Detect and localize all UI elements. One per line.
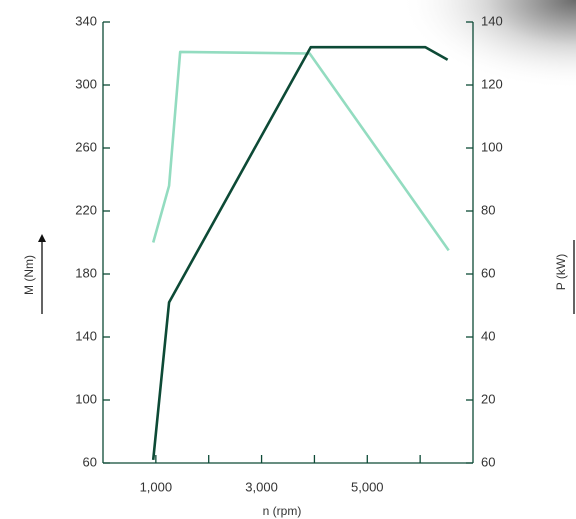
y-tick-label: 100 [75, 391, 97, 406]
y-tick-label: 140 [75, 328, 97, 343]
y2-tick-label: 60 [481, 265, 495, 280]
x-tick-label: 1,000 [140, 479, 173, 494]
y-axis-label: M (Nm) [22, 255, 36, 295]
series-line [151, 50, 450, 252]
y-tick-label: 340 [75, 13, 97, 28]
y2-tick-label: 60 [481, 454, 495, 469]
y-axis-arrowhead [38, 234, 46, 242]
y2-tick-label: 100 [481, 139, 503, 154]
series-line [151, 45, 449, 460]
y-tick-label: 260 [75, 139, 97, 154]
y-tick-label: 60 [83, 454, 97, 469]
y-tick-label: 180 [75, 265, 97, 280]
y2-tick-label: 120 [481, 76, 503, 91]
y2-axis-label: P (kW) [554, 254, 568, 290]
y2-tick-label: 40 [481, 328, 495, 343]
y2-tick-label: 140 [481, 13, 503, 28]
x-axis-label: n (rpm) [263, 504, 302, 518]
y2-tick-label: 20 [481, 391, 495, 406]
background-shade [380, 0, 576, 100]
x-tick-label: 3,000 [245, 479, 278, 494]
x-tick-label: 5,000 [351, 479, 384, 494]
y-tick-label: 220 [75, 202, 97, 217]
y2-tick-label: 80 [481, 202, 495, 217]
y-tick-label: 300 [75, 76, 97, 91]
